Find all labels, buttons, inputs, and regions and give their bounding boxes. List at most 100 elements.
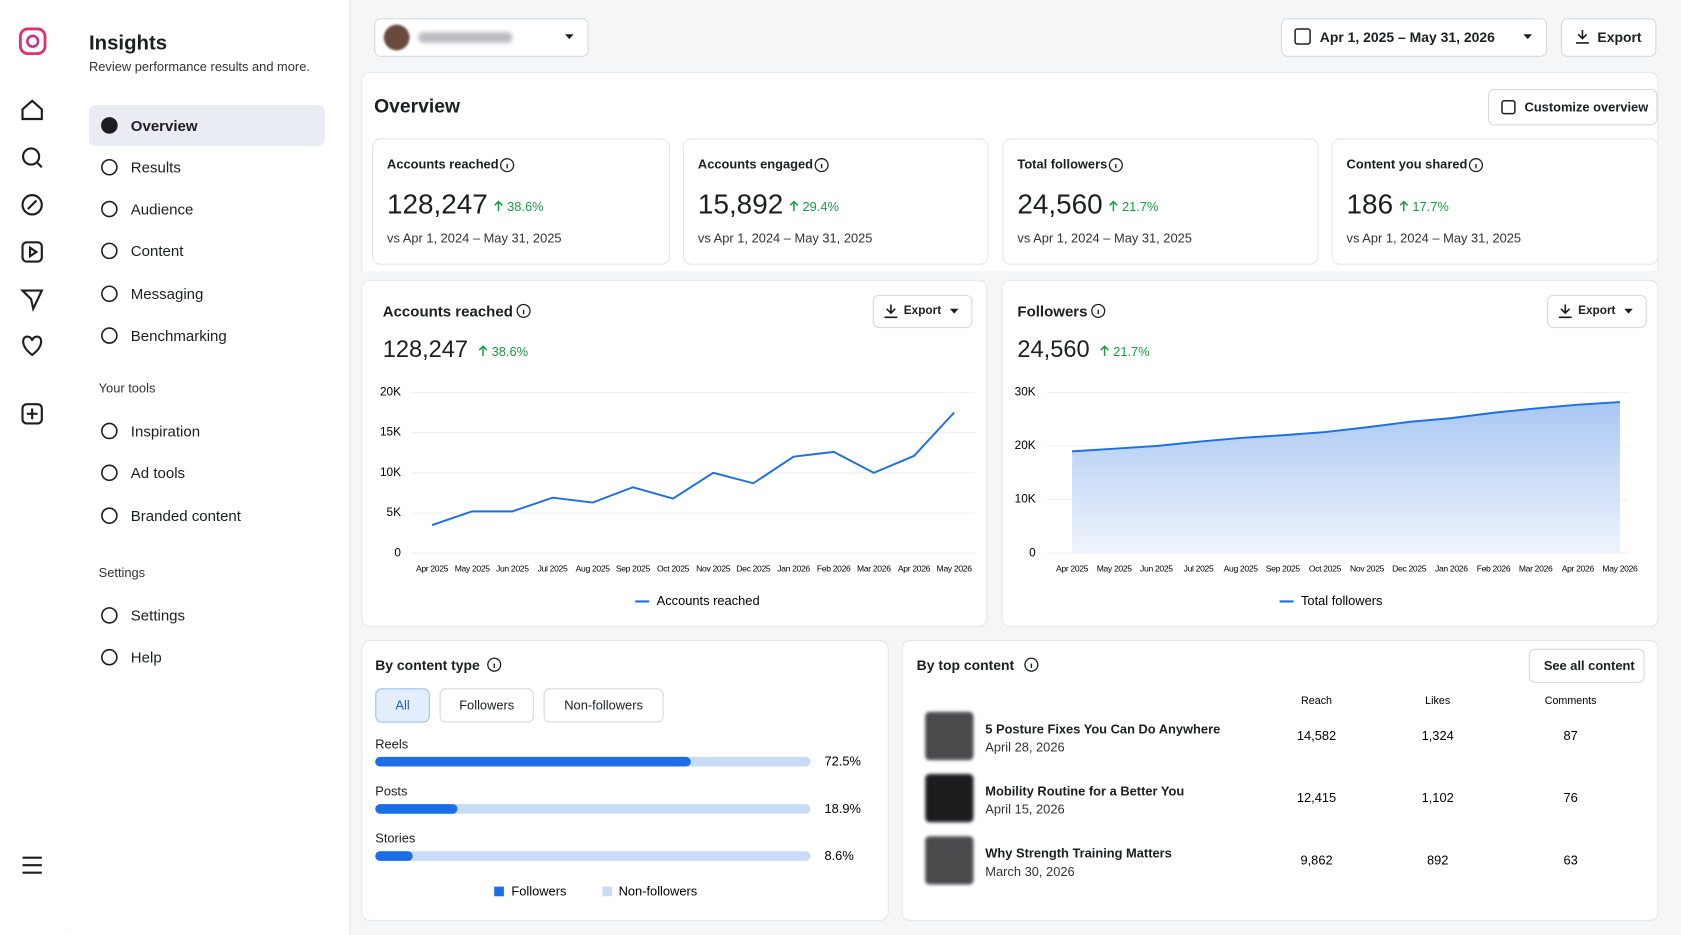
- y-tick-label: 20K: [380, 385, 401, 398]
- filter-tab-label: Non-followers: [564, 697, 643, 713]
- metric-card: [682, 138, 989, 265]
- row-name: Posts: [375, 783, 408, 799]
- nav-icon: [101, 242, 118, 260]
- logo[interactable]: [18, 27, 47, 55]
- metric-value: 24,560: [1017, 187, 1103, 220]
- export-button[interactable]: [1560, 18, 1657, 57]
- up-arrow: [478, 345, 488, 356]
- metric-label: Total followers: [1017, 156, 1108, 172]
- metric-label: Content you shared: [1346, 156, 1468, 172]
- content-title[interactable]: Mobility Routine for a Better You: [985, 783, 1185, 799]
- x-tick-label: Feb 2026: [1477, 564, 1511, 574]
- legend-swatch: [494, 886, 504, 897]
- x-tick-label: May 2026: [937, 564, 973, 574]
- filter-tab[interactable]: [375, 688, 430, 723]
- filter-tab[interactable]: [439, 688, 534, 723]
- line: [1072, 401, 1621, 453]
- reels-icon[interactable]: [21, 241, 43, 263]
- x-tick-label: Jul 2025: [1184, 564, 1214, 574]
- filter-tab[interactable]: [543, 688, 664, 723]
- bar-track: [375, 804, 811, 814]
- nav-item[interactable]: Settings: [130, 606, 186, 624]
- legend-swatch: [602, 886, 613, 897]
- y-tick-label: 30K: [1015, 385, 1036, 398]
- metric-card: [1331, 138, 1659, 265]
- chart-title: Accounts reached: [382, 302, 513, 320]
- create-icon[interactable]: [21, 403, 43, 425]
- x-tick-label: Sep 2025: [1266, 564, 1301, 574]
- bar-value-label: 8.6%: [824, 848, 853, 863]
- sidebar: [64, 0, 351, 935]
- nav-item[interactable]: Results: [130, 158, 181, 176]
- y-tick-label: 20K: [1015, 439, 1036, 452]
- legend-label: Non-followers: [619, 883, 698, 898]
- nav-item[interactable]: Overview: [130, 116, 198, 135]
- y-tick-label: 10K: [380, 466, 401, 479]
- see-all-button[interactable]: [1528, 648, 1645, 683]
- search-icon[interactable]: [21, 147, 41, 166]
- nav-item[interactable]: Benchmarking: [130, 326, 227, 345]
- explore-icon[interactable]: [21, 194, 43, 216]
- x-tick-label: Jan 2026: [1435, 564, 1468, 574]
- filter-tab-label: Followers: [459, 697, 515, 713]
- nav-item[interactable]: Content: [130, 242, 184, 260]
- chart-title: Followers: [1017, 302, 1088, 320]
- info-icon: [1108, 158, 1123, 173]
- rail-icons: [18, 27, 47, 874]
- content-comments: 76: [1563, 790, 1577, 805]
- legend-label: Accounts reached: [657, 593, 760, 608]
- customize-label: Customize overview: [1524, 99, 1649, 115]
- chart-change: 38.6%: [491, 344, 529, 360]
- content-comments: 63: [1563, 852, 1577, 867]
- column-header: Comments: [1545, 695, 1597, 707]
- x-tick-label: Oct 2025: [657, 564, 690, 574]
- content-title[interactable]: Why Strength Training Matters: [985, 845, 1172, 861]
- content-date: April 28, 2026: [985, 739, 1065, 755]
- nav-item[interactable]: Ad tools: [130, 464, 186, 482]
- up-arrow: [1109, 200, 1118, 212]
- overview-title: Overview: [374, 95, 460, 117]
- metric-compare: vs Apr 1, 2024 – May 31, 2025: [1017, 230, 1192, 246]
- x-tick-label: Nov 2025: [1350, 564, 1385, 574]
- legend-label: Total followers: [1301, 593, 1382, 608]
- filter-tab-label: All: [395, 697, 410, 713]
- metric-change: 17.7%: [1412, 199, 1449, 215]
- thumbnail[interactable]: [925, 836, 974, 885]
- nav-item[interactable]: Inspiration: [130, 422, 201, 440]
- info-icon: [1024, 657, 1039, 672]
- content-reach: 12,415: [1297, 790, 1336, 805]
- nav-icon: [101, 607, 118, 624]
- customize-button[interactable]: [1488, 88, 1658, 126]
- nav-item[interactable]: Messaging: [130, 285, 204, 303]
- home-icon[interactable]: [21, 99, 43, 121]
- nav-item[interactable]: Audience: [130, 200, 194, 218]
- sidebar-title: Insights: [88, 32, 168, 55]
- metric-value: 186: [1346, 187, 1394, 220]
- x-tick-label: May 2025: [455, 564, 491, 574]
- y-tick-label: 15K: [380, 426, 401, 439]
- x-tick-label: Aug 2025: [576, 564, 611, 574]
- nav-icon: [101, 285, 118, 303]
- nav-item[interactable]: Help: [130, 648, 162, 666]
- metric-compare: vs Apr 1, 2024 – May 31, 2025: [1346, 230, 1522, 246]
- metric-compare: vs Apr 1, 2024 – May 31, 2025: [697, 230, 873, 246]
- x-tick-label: May 2025: [1097, 564, 1133, 574]
- content-title[interactable]: 5 Posture Fixes You Can Do Anywhere: [985, 721, 1221, 737]
- nav-item[interactable]: Branded content: [130, 507, 241, 525]
- thumbnail[interactable]: [925, 711, 974, 761]
- download-icon: [884, 304, 898, 319]
- nav-icon: [101, 158, 118, 176]
- bar-track: [375, 851, 811, 861]
- line: [431, 411, 955, 526]
- caret: [564, 34, 574, 40]
- info-icon: [500, 158, 515, 173]
- up-arrow: [789, 200, 799, 212]
- content-type-panel: [361, 640, 889, 921]
- content-comments: 87: [1563, 728, 1577, 743]
- thumbnail[interactable]: [925, 774, 974, 823]
- legend-label: Followers: [511, 883, 566, 898]
- messages-icon[interactable]: [19, 289, 44, 313]
- date-range-picker[interactable]: [1281, 18, 1548, 57]
- x-tick-label: Apr 2025: [416, 564, 449, 574]
- x-tick-label: Apr 2026: [898, 564, 931, 574]
